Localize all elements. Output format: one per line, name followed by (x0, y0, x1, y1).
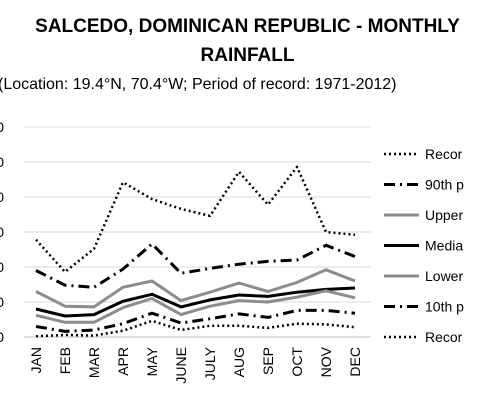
x-tick-label: OCT (289, 347, 305, 377)
y-tick-label: 0 (0, 154, 4, 170)
chart-title-line-1: SALCEDO, DOMINICAN REPUBLIC - MONTHLY (35, 16, 460, 37)
y-axis-tick-labels: 0 0 0 0 0 0 0 (0, 119, 4, 345)
series-line (35, 308, 356, 333)
y-tick-label: 0 (0, 224, 4, 240)
series-line (35, 289, 356, 324)
chart-subtitle: (Location: 19.4°N, 70.4°W; Period of rec… (0, 76, 397, 93)
y-tick-label: 0 (0, 259, 4, 275)
x-tick-label: JAN (28, 347, 44, 373)
legend-label: Lower (425, 268, 463, 284)
series-line (35, 286, 356, 318)
x-tick-label: FEB (57, 347, 73, 374)
x-tick-label: JULY (202, 346, 218, 380)
legend-label: Media (425, 238, 463, 254)
chart-title-line-2: RAINFALL (200, 45, 295, 66)
x-tick-label: DEC (347, 347, 363, 377)
y-tick-label: 0 (0, 189, 4, 205)
gridlines (24, 126, 371, 338)
legend: Recor 90th p Upper Media Lower 10th p Recor (384, 146, 464, 345)
y-tick-label: 0 (0, 294, 4, 310)
x-tick-label: AUG (231, 347, 247, 377)
x-tick-label: JUNE (173, 347, 189, 384)
x-tick-label: MAY (144, 346, 160, 376)
x-tick-label: SEP (260, 347, 276, 375)
x-tick-label: MAR (86, 347, 102, 378)
y-tick-label: 0 (0, 119, 4, 135)
legend-label: 10th p (425, 299, 464, 315)
x-tick-label: NOV (318, 346, 334, 377)
legend-label: 90th p (425, 177, 464, 193)
legend-label: Recor (425, 329, 463, 345)
legend-label: Recor (425, 146, 463, 162)
y-tick-label: 0 (0, 329, 4, 345)
series-line (35, 242, 356, 289)
x-axis-tick-labels: JAN FEB MAR APR MAY JUNE JULY AUG SEP OCT NOV DEC (28, 346, 363, 383)
x-tick-label: APR (115, 347, 131, 376)
series-lines (35, 165, 356, 338)
legend-label: Upper (425, 207, 463, 223)
series-line (35, 268, 356, 309)
